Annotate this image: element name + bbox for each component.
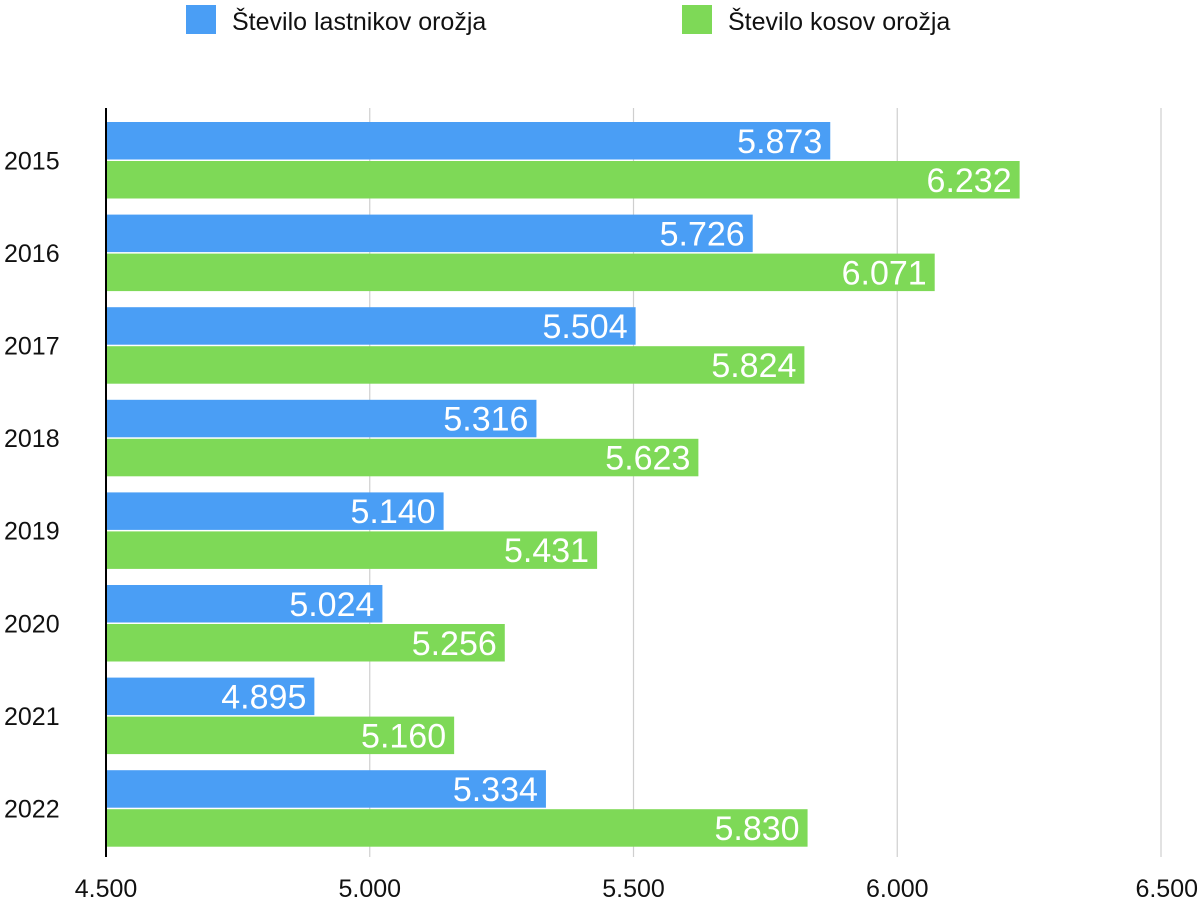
legend-swatch-1 xyxy=(186,5,216,34)
legend-label-1: Število lastnikov orožja xyxy=(232,7,486,36)
x-tick-label: 6.500 xyxy=(1135,875,1198,903)
legend: Število lastnikov orožja Število kosov or… xyxy=(186,5,950,36)
y-tick-labels: 2015 2016 2017 2018 2019 2020 2021 2022 xyxy=(4,147,60,823)
bar-series-1 xyxy=(106,307,636,345)
bar-value-label: 5.160 xyxy=(361,717,446,755)
y-tick-label: 2020 xyxy=(4,610,60,638)
y-tick-label: 2016 xyxy=(4,240,60,268)
bar-value-label: 5.140 xyxy=(351,493,436,531)
y-tick-label: 2019 xyxy=(4,518,60,546)
bar-series-1 xyxy=(106,214,753,253)
bar-value-label: 5.431 xyxy=(504,532,589,570)
bar-series-2 xyxy=(106,346,805,384)
y-tick-label: 2022 xyxy=(4,795,60,823)
bar-value-label: 5.316 xyxy=(443,401,528,439)
bar-series-1 xyxy=(106,677,315,716)
bar-series-2 xyxy=(106,438,699,477)
bar-series-2 xyxy=(106,809,808,847)
bar-value-label: 5.830 xyxy=(714,810,799,848)
legend-label-2: Število kosov orožja xyxy=(728,7,950,36)
bar-value-label: 5.873 xyxy=(737,123,822,161)
bar-series-2 xyxy=(106,624,505,662)
bar-value-label: 4.895 xyxy=(221,678,306,716)
x-tick-label: 5.000 xyxy=(338,875,401,903)
x-tick-label: 5.500 xyxy=(602,875,665,903)
bar-series-1 xyxy=(106,770,546,808)
bars: 5.873 6.232 5.726 6.071 5.504 5.824 5.316 5.623… xyxy=(106,122,1020,848)
y-tick-label: 2021 xyxy=(4,703,60,731)
y-tick-label: 2018 xyxy=(4,425,60,453)
bar-value-label: 6.071 xyxy=(842,254,927,292)
bar-series-2 xyxy=(106,161,1020,199)
bar-value-label: 5.623 xyxy=(605,440,690,478)
x-tick-label: 6.000 xyxy=(866,875,929,903)
bar-value-label: 5.824 xyxy=(711,347,796,385)
bar-value-label: 6.232 xyxy=(927,162,1012,200)
bar-value-label: 5.504 xyxy=(543,308,628,346)
x-tick-labels: 4.500 5.000 5.500 6.000 6.500 xyxy=(75,875,1198,903)
bar-series-2 xyxy=(106,253,935,292)
y-tick-label: 2017 xyxy=(4,332,60,360)
bar-series-2 xyxy=(106,716,455,755)
bar-series-1 xyxy=(106,492,444,530)
bar-series-1 xyxy=(106,122,831,160)
bar-series-2 xyxy=(106,531,598,569)
legend-swatch-2 xyxy=(682,5,712,34)
bar-value-label: 5.334 xyxy=(453,771,538,809)
y-tick-label: 2015 xyxy=(4,147,60,175)
bar-series-1 xyxy=(106,585,383,623)
bar-value-label: 5.726 xyxy=(660,215,745,253)
bar-value-label: 5.256 xyxy=(412,625,497,663)
bar-series-1 xyxy=(106,399,537,438)
x-tick-label: 4.500 xyxy=(75,875,138,903)
bar-value-label: 5.024 xyxy=(289,586,374,624)
